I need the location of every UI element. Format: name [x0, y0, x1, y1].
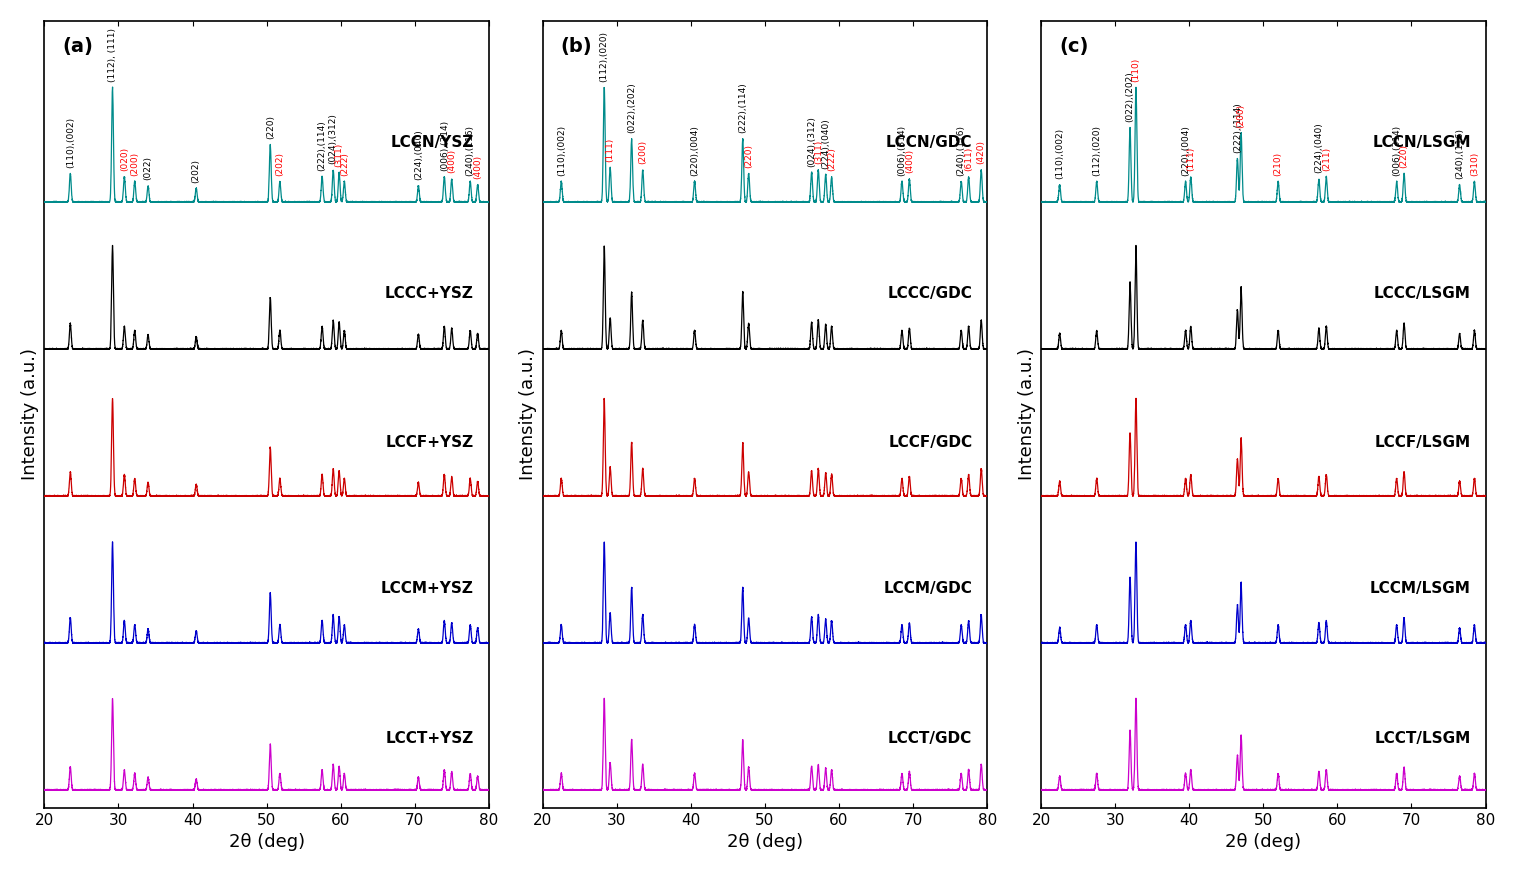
Text: (210): (210) [1273, 152, 1283, 175]
Text: LCCM+YSZ: LCCM+YSZ [381, 581, 475, 596]
Text: LCCT+YSZ: LCCT+YSZ [385, 732, 475, 746]
Text: (222),(114): (222),(114) [738, 83, 747, 133]
Text: (240),(116): (240),(116) [957, 125, 966, 175]
Text: LCCF/GDC: LCCF/GDC [888, 435, 972, 450]
Text: (220): (220) [1399, 144, 1408, 167]
Text: (211): (211) [1322, 147, 1331, 171]
Text: LCCC/LSGM: LCCC/LSGM [1373, 286, 1471, 302]
Text: LCCN/LSGM: LCCN/LSGM [1372, 135, 1471, 150]
Text: (400): (400) [447, 149, 456, 174]
Text: (222),(114): (222),(114) [318, 120, 326, 171]
Text: LCCT/GDC: LCCT/GDC [888, 732, 972, 746]
Text: (310): (310) [1471, 152, 1480, 175]
Text: (220),(004): (220),(004) [690, 125, 699, 175]
Text: (111): (111) [1187, 146, 1195, 171]
Text: (224),(040): (224),(040) [822, 118, 831, 169]
Text: (224),(040): (224),(040) [414, 130, 423, 181]
Text: (200): (200) [1237, 104, 1246, 127]
Text: (110),(002): (110),(002) [556, 125, 565, 175]
Text: (220): (220) [265, 115, 274, 139]
Text: (202): (202) [276, 152, 285, 175]
Text: (006),(314): (006),(314) [897, 125, 907, 175]
Text: (224),(040): (224),(040) [1314, 123, 1323, 174]
Text: (112),(020): (112),(020) [600, 31, 609, 82]
Text: (b): (b) [561, 37, 593, 56]
Text: (a): (a) [62, 37, 92, 56]
Text: (420): (420) [976, 140, 985, 164]
Text: (006),(314): (006),(314) [1392, 125, 1401, 175]
Text: (220),(004): (220),(004) [1181, 125, 1190, 175]
Text: (110): (110) [1131, 58, 1140, 82]
Text: (006),(314): (006),(314) [440, 120, 449, 171]
Text: LCCF+YSZ: LCCF+YSZ [387, 435, 475, 450]
Text: LCCC+YSZ: LCCC+YSZ [385, 286, 475, 302]
Text: (110),(002): (110),(002) [1055, 128, 1064, 179]
Text: LCCM/GDC: LCCM/GDC [884, 581, 972, 596]
Text: (111): (111) [606, 138, 614, 162]
Text: (022),(202): (022),(202) [628, 83, 637, 133]
X-axis label: 2θ (deg): 2θ (deg) [229, 833, 305, 851]
X-axis label: 2θ (deg): 2θ (deg) [1225, 833, 1301, 851]
Text: LCCT/LSGM: LCCT/LSGM [1375, 732, 1471, 746]
Text: (400): (400) [473, 155, 482, 179]
Y-axis label: Intensity (a.u.): Intensity (a.u.) [518, 348, 537, 480]
Text: (311): (311) [814, 140, 823, 164]
Text: (311): (311) [335, 142, 344, 167]
Text: (022): (022) [144, 156, 153, 181]
Text: (400): (400) [905, 149, 914, 174]
Text: (222): (222) [340, 152, 349, 175]
Text: LCCN/GDC: LCCN/GDC [885, 135, 972, 150]
Text: (222): (222) [828, 147, 837, 171]
Text: (024),(312): (024),(312) [807, 116, 816, 167]
Text: (022),(202): (022),(202) [1125, 71, 1134, 122]
Text: LCCN/YSZ: LCCN/YSZ [391, 135, 475, 150]
Text: (200): (200) [638, 140, 647, 164]
Text: (020): (020) [120, 147, 129, 171]
Text: (220): (220) [744, 144, 753, 167]
Text: (240),(116): (240),(116) [465, 125, 475, 175]
Text: (222),(114): (222),(114) [1233, 102, 1242, 153]
Text: LCCM/LSGM: LCCM/LSGM [1370, 581, 1471, 596]
Text: (112),(020): (112),(020) [1092, 125, 1101, 175]
Text: (c): (c) [1060, 37, 1088, 56]
Text: (200): (200) [130, 152, 139, 175]
Text: (024),(312): (024),(312) [329, 113, 338, 164]
Text: (202): (202) [191, 159, 200, 182]
Text: (611): (611) [964, 146, 973, 171]
Text: LCCC/GDC: LCCC/GDC [887, 286, 972, 302]
Text: LCCF/LSGM: LCCF/LSGM [1375, 435, 1471, 450]
Text: (112), (111): (112), (111) [108, 28, 117, 82]
Y-axis label: Intensity (a.u.): Intensity (a.u.) [21, 348, 39, 480]
X-axis label: 2θ (deg): 2θ (deg) [726, 833, 803, 851]
Y-axis label: Intensity (a.u.): Intensity (a.u.) [1017, 348, 1035, 480]
Text: (110),(002): (110),(002) [65, 117, 74, 167]
Text: (240),(116): (240),(116) [1455, 128, 1464, 179]
